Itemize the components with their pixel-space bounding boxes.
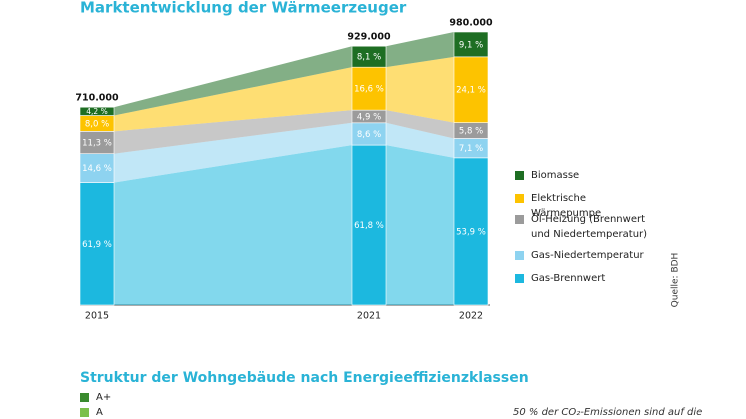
area (114, 110, 352, 154)
legend-item: Öl-Heizung (Brennwert und Niedertemperat… (515, 212, 657, 242)
value-label: 8,0 % (85, 119, 109, 129)
bar-segment (79, 106, 115, 116)
area (114, 46, 352, 116)
x-tick-label: 2021 (357, 311, 381, 322)
x-tick-label: 2022 (459, 311, 483, 322)
total-label: 929.000 (347, 32, 391, 43)
legend-item: A+ (80, 390, 196, 405)
legend-item: Gas-Brennwert (515, 271, 657, 286)
legend-item: A (80, 405, 196, 419)
legend-swatch (80, 408, 89, 417)
value-label: 53,9 % (456, 227, 486, 237)
value-label: 7,1 % (459, 144, 483, 154)
area (114, 67, 352, 132)
note: 50 % der CO₂-Emissionen sind auf die (513, 407, 702, 418)
area (386, 145, 454, 305)
bar-segment (351, 45, 387, 68)
total-label: 980.000 (449, 18, 493, 29)
value-label: 11,3 % (82, 139, 112, 149)
value-label: 4,9 % (357, 112, 381, 122)
value-label: 61,9 % (82, 240, 112, 250)
value-label: 8,6 % (357, 130, 381, 140)
value-label: 61,8 % (354, 221, 384, 231)
legend-swatch (515, 215, 524, 224)
legend-item: Biomasse (515, 168, 657, 183)
value-label: 8,1 % (357, 53, 381, 63)
legend-label: Gas-Brennwert (531, 273, 606, 284)
value-label: 16,6 % (354, 85, 384, 95)
bar-segment (453, 56, 489, 123)
value-label: 5,8 % (459, 127, 483, 137)
legend-item: Gas-Niedertemperatur (515, 248, 657, 263)
area (386, 122, 454, 158)
source: Quelle: BDH (671, 253, 681, 308)
legend-label: A+ (96, 392, 112, 403)
chart-title: Marktentwicklung der Wärmeerzeuger (80, 0, 407, 17)
x-tick-label: 2015 (85, 311, 109, 322)
legend-swatch (515, 171, 524, 180)
legend-label: A (96, 407, 103, 418)
legend-label: Biomasse (531, 170, 580, 181)
section-title: Struktur der Wohngebäude nach Energieeff… (80, 370, 529, 386)
total-label: 710.000 (75, 93, 119, 104)
area (386, 32, 454, 68)
legend-swatch (515, 251, 524, 260)
value-label: 24,1 % (456, 86, 486, 96)
legend-label: Öl-Heizung (Brennwert und Niedertemperat… (531, 214, 648, 240)
bar-segment (351, 144, 387, 306)
bar-segment (351, 66, 387, 111)
legend-item: Elektrische Wärmepumpe (515, 191, 657, 221)
legend-swatch (515, 274, 524, 283)
value-label: 9,1 % (459, 40, 483, 50)
area (114, 145, 352, 305)
area (114, 122, 352, 183)
legend-label: Gas-Niedertemperatur (531, 250, 644, 261)
legend-swatch (515, 194, 524, 203)
bar-segment (453, 31, 489, 58)
area (386, 56, 454, 123)
bar-segment (79, 182, 115, 306)
value-label: 4,2 % (86, 107, 107, 116)
legend-label: Elektrische Wärmepumpe (531, 193, 602, 219)
value-label: 14,6 % (82, 164, 112, 174)
area (386, 110, 454, 139)
legend-swatch (80, 393, 89, 402)
